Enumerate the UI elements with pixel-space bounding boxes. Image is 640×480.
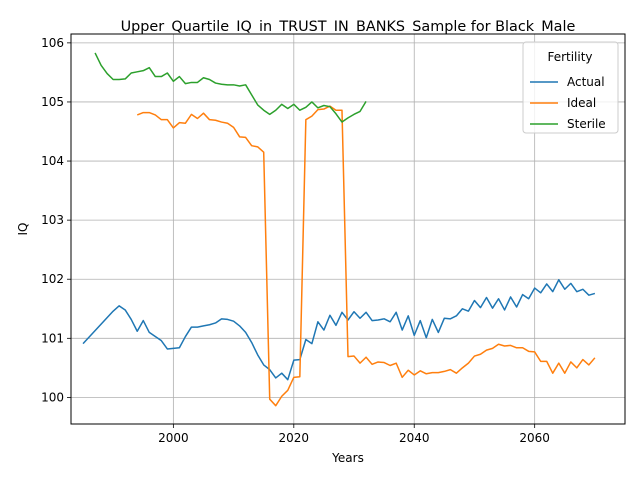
legend-entries: Actual Ideal Sterile [530, 75, 606, 131]
legend-label-actual: Actual [567, 75, 605, 89]
x-tick-label: 2020 [279, 431, 310, 445]
legend-box [522, 41, 619, 134]
legend-title: Fertility [547, 50, 592, 64]
chart-title: Upper_Quartile_IQ_in_TRUST_IN_BANKS_Samp… [121, 19, 576, 35]
x-axis-label: Years [331, 451, 364, 465]
x-tick-label: 2000 [158, 431, 189, 445]
series-line-ideal [136, 105, 596, 407]
series-line-sterile [94, 52, 367, 123]
y-tick-label: 101 [41, 331, 64, 345]
legend-label-ideal: Ideal [567, 96, 596, 110]
y-tick-label: 103 [41, 213, 64, 227]
axis-ticks: 2000 2020 2040 2060 100 101 102 103 104 105 106 [41, 36, 550, 445]
series-line-actual [82, 279, 596, 381]
legend: Fertility Actual Ideal Sterile [522, 41, 619, 134]
y-tick-label: 105 [41, 95, 64, 109]
y-tick-label: 100 [41, 390, 64, 404]
x-tick-label: 2060 [519, 431, 550, 445]
legend-label-sterile: Sterile [567, 117, 606, 131]
y-axis-label: IQ [16, 223, 30, 236]
y-tick-label: 102 [41, 272, 64, 286]
y-tick-label: 104 [41, 154, 64, 168]
y-tick-label: 106 [41, 36, 64, 50]
x-tick-label: 2040 [399, 431, 430, 445]
series-lines [82, 52, 596, 407]
plot-frame [70, 33, 626, 425]
